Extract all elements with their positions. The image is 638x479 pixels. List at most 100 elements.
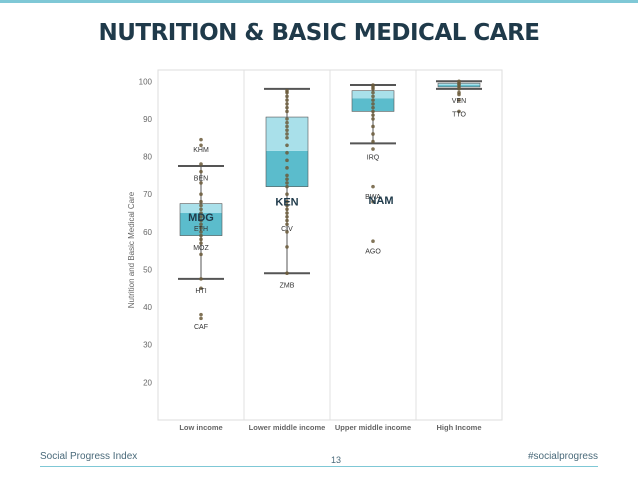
- data-point: [199, 286, 203, 291]
- data-point: [199, 252, 203, 257]
- data-point: [457, 109, 461, 114]
- highlight-country-label: NAM: [368, 195, 393, 207]
- footer-source: Social Progress Index: [40, 451, 138, 462]
- y-tick-label: 80: [143, 153, 152, 162]
- data-point: [199, 169, 203, 174]
- y-tick-label: 100: [139, 77, 153, 86]
- x-tick-label: Lower middle income: [249, 423, 326, 432]
- data-point: [457, 90, 461, 95]
- y-tick-label: 30: [143, 341, 152, 350]
- footer-divider: [40, 466, 598, 467]
- data-point: [285, 128, 289, 133]
- data-point: [285, 214, 289, 219]
- data-point: [285, 203, 289, 208]
- data-point: [285, 143, 289, 148]
- data-point: [285, 166, 289, 170]
- top-accent-line: [0, 0, 638, 3]
- data-point: [199, 277, 203, 281]
- country-label: CAF: [194, 324, 208, 331]
- data-point: [371, 132, 375, 136]
- data-point: [199, 214, 203, 219]
- data-point: [199, 137, 203, 142]
- data-point: [199, 143, 203, 148]
- page-number: 13: [331, 455, 342, 465]
- data-point: [285, 132, 289, 136]
- data-point: [371, 105, 375, 110]
- data-point: [285, 124, 289, 129]
- data-point: [199, 218, 203, 223]
- data-point: [371, 94, 375, 99]
- data-point: [285, 158, 289, 163]
- data-point: [285, 218, 289, 223]
- country-label: TTO: [452, 111, 466, 118]
- data-point: [371, 124, 375, 129]
- data-point: [457, 98, 461, 102]
- highlight-country-label: MDG: [188, 212, 214, 224]
- data-point: [285, 177, 289, 181]
- country-label: AGO: [365, 249, 381, 256]
- data-point: [199, 226, 203, 230]
- data-point: [285, 184, 289, 189]
- data-point: [371, 102, 375, 106]
- country-label: HTI: [195, 288, 206, 295]
- y-tick-label: 20: [143, 378, 152, 387]
- data-point: [199, 222, 203, 227]
- data-point: [285, 271, 289, 276]
- data-point: [199, 207, 203, 212]
- data-point: [371, 147, 375, 151]
- data-point: [371, 113, 375, 117]
- data-point: [371, 184, 375, 189]
- country-label: CIV: [281, 226, 293, 233]
- data-point: [285, 207, 289, 212]
- data-point: [199, 233, 203, 238]
- data-point: [285, 120, 289, 125]
- country-label: VEN: [452, 98, 466, 105]
- data-point: [285, 150, 289, 155]
- data-point: [199, 199, 203, 204]
- data-point: [285, 245, 289, 249]
- highlight-country-label: KEN: [275, 197, 298, 209]
- y-tick-label: 50: [143, 265, 152, 274]
- data-point: [285, 230, 289, 234]
- y-tick-label: 40: [143, 303, 152, 312]
- data-point: [457, 79, 461, 84]
- data-point: [285, 105, 289, 110]
- data-point: [199, 211, 203, 215]
- data-point: [285, 102, 289, 106]
- data-point: [199, 230, 203, 234]
- country-label: ZMB: [280, 283, 295, 290]
- country-label: BEN: [194, 175, 208, 182]
- data-point: [199, 181, 203, 185]
- y-tick-label: 60: [143, 228, 152, 237]
- y-tick-label: 70: [143, 190, 152, 199]
- data-point: [285, 135, 289, 140]
- data-point: [285, 222, 289, 227]
- data-point: [285, 94, 289, 99]
- x-tick-label: Low income: [179, 423, 222, 432]
- data-point: [371, 199, 375, 204]
- footer-hashtag: #socialprogress: [527, 451, 598, 462]
- data-point: [285, 109, 289, 114]
- box-upper-half: [352, 90, 394, 99]
- country-label: IRQ: [367, 155, 380, 162]
- y-tick-label: 90: [143, 115, 152, 124]
- country-label: KHM: [193, 147, 209, 154]
- data-point: [199, 203, 203, 208]
- data-point: [285, 88, 289, 93]
- x-tick-label: Upper middle income: [335, 423, 411, 432]
- data-point: [199, 312, 203, 317]
- data-point: [371, 109, 375, 114]
- data-point: [285, 98, 289, 102]
- data-point: [199, 241, 203, 245]
- slide-title: NUTRITION & BASIC MEDICAL CARE: [98, 20, 540, 46]
- country-label: ETH: [194, 226, 208, 233]
- country-label: MOZ: [193, 245, 209, 252]
- data-point: [199, 192, 203, 196]
- data-point: [371, 139, 375, 144]
- data-point: [285, 173, 289, 178]
- data-point: [371, 83, 375, 87]
- data-point: [199, 237, 203, 242]
- data-point: [199, 316, 203, 321]
- data-point: [285, 117, 289, 121]
